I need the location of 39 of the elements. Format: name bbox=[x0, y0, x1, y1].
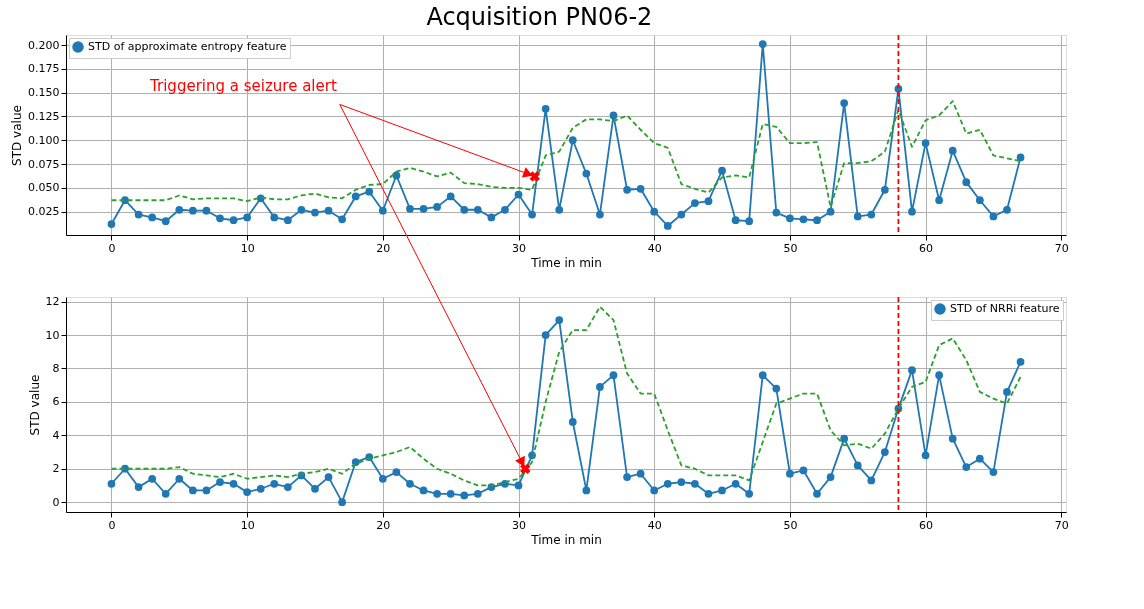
x-tick-label: 10 bbox=[240, 518, 255, 532]
y-tick-label: 0.025 bbox=[28, 205, 60, 219]
y-axis-title: STD value bbox=[10, 105, 25, 166]
x-tick-label: 10 bbox=[240, 241, 255, 255]
y-tick-label: 0.050 bbox=[28, 181, 60, 195]
y-tick-label: 2 bbox=[52, 462, 60, 476]
y-tick-label: 0.175 bbox=[28, 62, 60, 76]
x-tick-label: 0 bbox=[108, 518, 116, 532]
x-axis-title: Time in min bbox=[530, 255, 602, 270]
y-axis-title: STD value bbox=[27, 374, 42, 436]
y-tick-label: 0 bbox=[52, 495, 60, 509]
y-tick-label: 0.075 bbox=[28, 157, 60, 171]
y-tick-label: 4 bbox=[52, 428, 60, 442]
x-tick-label: 50 bbox=[783, 241, 798, 255]
x-tick-label: 40 bbox=[647, 518, 662, 532]
x-tick-label: 30 bbox=[512, 241, 527, 255]
y-tick-label: 0.150 bbox=[28, 86, 60, 100]
legend-label: STD of NRRi feature bbox=[950, 302, 1060, 315]
x-tick-label: 50 bbox=[783, 518, 798, 532]
chart-title: Acquisition PN06-2 bbox=[426, 2, 653, 31]
y-tick-label: 0.100 bbox=[28, 133, 60, 147]
y-tick-label: 8 bbox=[52, 362, 60, 375]
y-tick-label: 0.125 bbox=[28, 109, 60, 123]
x-tick-label: 60 bbox=[919, 518, 934, 532]
annotation: Triggering a seizure alert bbox=[149, 77, 337, 96]
x-tick-label: 70 bbox=[1054, 518, 1069, 532]
y-tick-label: 10 bbox=[45, 328, 60, 342]
x-tick-label: 60 bbox=[919, 241, 934, 255]
x-tick-label: 40 bbox=[647, 241, 662, 255]
x-tick-label: 20 bbox=[376, 241, 391, 255]
y-tick-label: 6 bbox=[52, 395, 60, 409]
x-tick-label: 0 bbox=[108, 241, 116, 255]
x-axis-title: Time in min bbox=[530, 532, 602, 547]
x-tick-label: 20 bbox=[376, 518, 391, 532]
x-tick-label: 30 bbox=[512, 518, 527, 532]
y-tick-label: 0.200 bbox=[28, 38, 60, 52]
legend-label: STD of approximate entropy feature bbox=[88, 40, 287, 53]
x-tick-label: 70 bbox=[1054, 241, 1069, 255]
y-tick-label: 12 bbox=[45, 295, 60, 309]
